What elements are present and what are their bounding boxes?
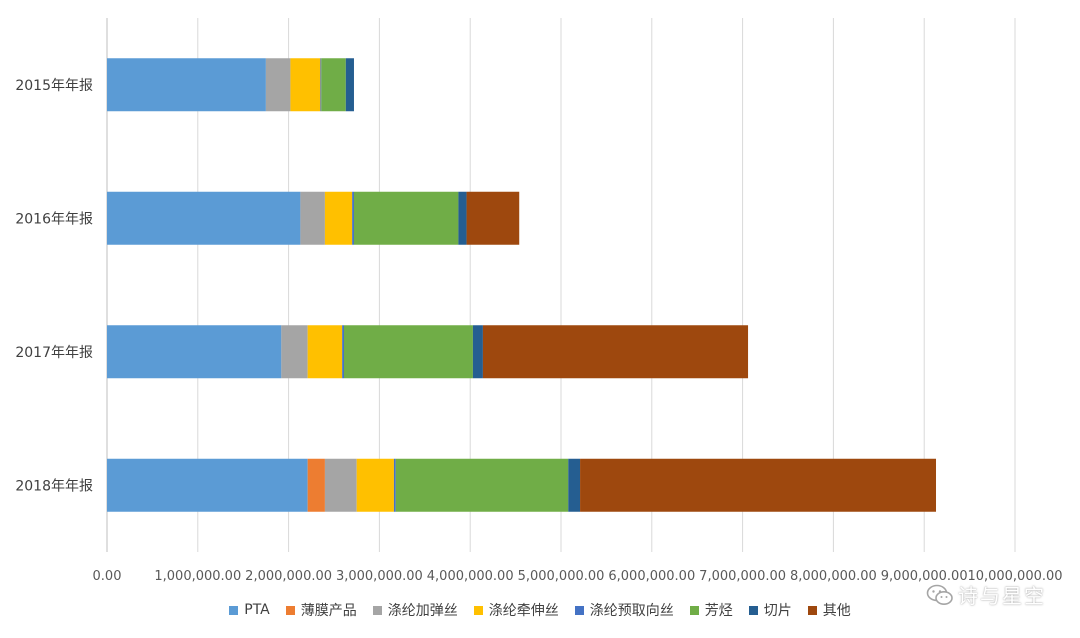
bar-segment xyxy=(482,325,749,379)
category-label: 2017年年报 xyxy=(15,345,93,361)
legend-swatch xyxy=(473,605,483,615)
x-tick-labels: 0.00 1,000,000.00 2,000,000.00 3,000,000.00… xyxy=(93,569,1063,584)
bar-segment xyxy=(356,458,394,512)
bar-segment xyxy=(393,458,396,512)
bar-segment xyxy=(345,58,354,112)
wechat-icon xyxy=(926,584,953,605)
legend-label: 涤纶加弹丝 xyxy=(387,603,458,619)
category-label: 2016年年报 xyxy=(15,211,93,227)
x-tick-label: 2,000,000.00 xyxy=(245,569,332,584)
bar-segment xyxy=(353,191,459,245)
bar-segment xyxy=(568,458,581,512)
category-labels: 2015年年报 2016年年报 2017年年报 2018年年报 xyxy=(15,78,93,495)
x-tick-label: 5,000,000.00 xyxy=(518,569,605,584)
x-tick-label: 9,000,000.00 xyxy=(881,569,968,584)
watermark: 诗与星空 xyxy=(926,580,1046,609)
legend-item: 涤纶预取向丝 xyxy=(574,600,674,620)
bar-segment xyxy=(342,325,344,379)
legend-item: 切片 xyxy=(748,600,792,620)
legend-item: 薄膜产品 xyxy=(285,600,357,620)
watermark-text: 诗与星空 xyxy=(958,584,1046,608)
x-tick-label: 0.00 xyxy=(93,569,122,584)
legend-label: PTA xyxy=(244,602,270,618)
legend-item: 涤纶加弹丝 xyxy=(372,600,458,620)
bar-segment xyxy=(107,191,301,245)
legend-swatch xyxy=(689,605,699,615)
legend-label: 薄膜产品 xyxy=(300,603,357,619)
bar-segment xyxy=(580,458,937,512)
legend-swatch xyxy=(285,605,295,615)
bar-segment xyxy=(343,325,473,379)
legend-swatch xyxy=(574,605,584,615)
bar-segment xyxy=(290,58,321,112)
bar-segment xyxy=(320,58,322,112)
x-tick-label: 3,000,000.00 xyxy=(336,569,423,584)
bar-segment xyxy=(107,58,266,112)
bar-segment xyxy=(107,325,282,379)
x-tick-label: 8,000,000.00 xyxy=(790,569,877,584)
bar-segment xyxy=(107,458,308,512)
legend: PTA 薄膜产品 涤纶加弹丝 涤纶牵伸丝 涤纶预取向丝 芳烃 切片 其他 xyxy=(0,600,1080,620)
bar-segment xyxy=(281,325,308,379)
legend-item: 其他 xyxy=(807,600,851,620)
bar-segment xyxy=(300,191,325,245)
legend-item: 芳烃 xyxy=(689,600,733,620)
bars xyxy=(107,58,937,512)
x-tick-label: 4,000,000.00 xyxy=(427,569,514,584)
category-label: 2018年年报 xyxy=(15,478,93,494)
bar-segment xyxy=(265,58,291,112)
category-label: 2015年年报 xyxy=(15,78,93,94)
bar-segment xyxy=(466,191,520,245)
x-tick-label: 6,000,000.00 xyxy=(608,569,695,584)
bar-segment xyxy=(307,325,343,379)
legend-label: 芳烃 xyxy=(704,603,733,619)
bar-segment xyxy=(324,191,353,245)
legend-item: PTA xyxy=(229,600,270,620)
x-tick-label: 1,000,000.00 xyxy=(154,569,241,584)
legend-label: 涤纶预取向丝 xyxy=(589,603,674,619)
legend-label: 涤纶牵伸丝 xyxy=(488,603,559,619)
bar-segment xyxy=(307,458,325,512)
legend-swatch xyxy=(229,605,239,615)
bar-segment xyxy=(324,458,357,512)
chart-area: 2015年年报 2016年年报 2017年年报 2018年年报 0.00 1,000,0… xyxy=(15,18,1063,584)
legend-swatch xyxy=(372,605,382,615)
bar-segment xyxy=(472,325,483,379)
legend-swatch xyxy=(807,605,817,615)
bar-segment xyxy=(321,58,346,112)
bar-segment xyxy=(395,458,569,512)
bar-segment xyxy=(458,191,467,245)
x-tick-label: 7,000,000.00 xyxy=(699,569,786,584)
legend-item: 涤纶牵伸丝 xyxy=(473,600,559,620)
x-tick-label: 10,000,000.00 xyxy=(967,569,1062,584)
bar-segment xyxy=(352,191,354,245)
legend-swatch xyxy=(748,605,758,615)
legend-label: 其他 xyxy=(822,603,851,619)
legend-label: 切片 xyxy=(763,603,792,619)
